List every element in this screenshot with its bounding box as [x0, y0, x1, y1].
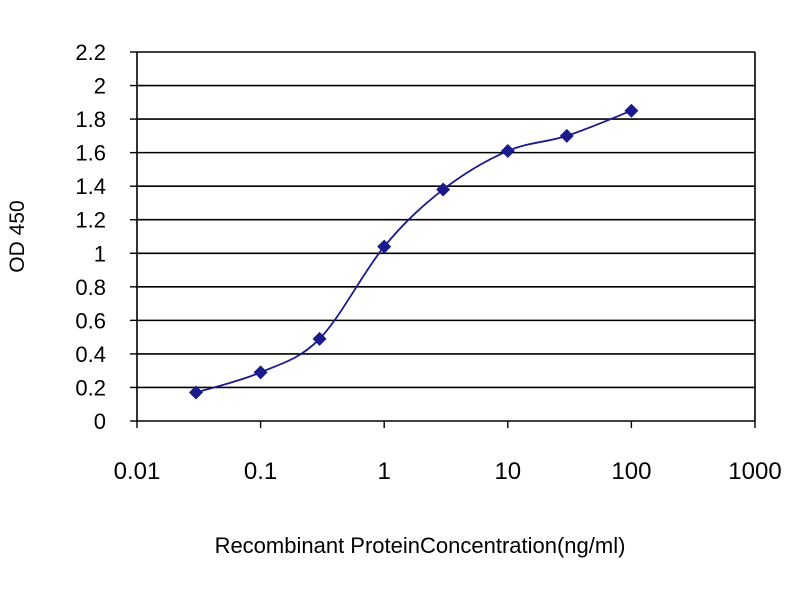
- gridlines: [137, 51, 755, 389]
- data-point-diamond: [559, 128, 574, 143]
- y-tick-label: 1: [94, 241, 106, 266]
- data-point-diamond: [624, 103, 639, 118]
- y-axis-label: OD 450: [6, 200, 29, 272]
- y-tick-label: 0: [94, 409, 106, 434]
- x-tick-label: 0.01: [114, 458, 161, 485]
- y-tick-label: 2.2: [75, 40, 106, 65]
- x-tick-label: 1: [378, 458, 391, 485]
- y-tick-label: 1.6: [75, 141, 106, 166]
- y-tick-label: 0.6: [75, 308, 106, 333]
- data-point-diamond: [188, 385, 203, 400]
- x-tick-labels: 0.01 0.1 1 10 100 1000: [114, 458, 782, 485]
- y-tick-label: 1.4: [75, 174, 106, 199]
- x-tick-label: 0.1: [244, 458, 277, 485]
- axes: [130, 51, 756, 428]
- y-tick-label: 0.2: [75, 375, 106, 400]
- data-point-diamond: [436, 182, 451, 197]
- series-line: [195, 109, 632, 394]
- y-tick-label: 1.2: [75, 208, 106, 233]
- data-point-diamond: [377, 239, 392, 254]
- x-tick-label: 100: [611, 458, 651, 485]
- y-tick-label: 0.8: [75, 275, 106, 300]
- data-point-diamond: [312, 331, 327, 346]
- x-tick-label: 1000: [728, 458, 781, 485]
- x-axis-label: Recombinant ProteinConcentration(ng/ml): [215, 533, 626, 558]
- y-tick-label: 2: [94, 74, 106, 99]
- y-tick-label: 1.8: [75, 107, 106, 132]
- data-point-diamond: [253, 365, 268, 380]
- y-tick-label: 0.4: [75, 342, 106, 367]
- x-tick-label: 10: [494, 458, 521, 485]
- y-tick-labels: 0 0.2 0.4 0.6 0.8 1 1.2 1.4 1.6 1.8 2 2.2: [75, 40, 106, 434]
- plot-area: [137, 52, 755, 421]
- data-point-diamond: [500, 143, 515, 158]
- series-layer: [188, 103, 639, 400]
